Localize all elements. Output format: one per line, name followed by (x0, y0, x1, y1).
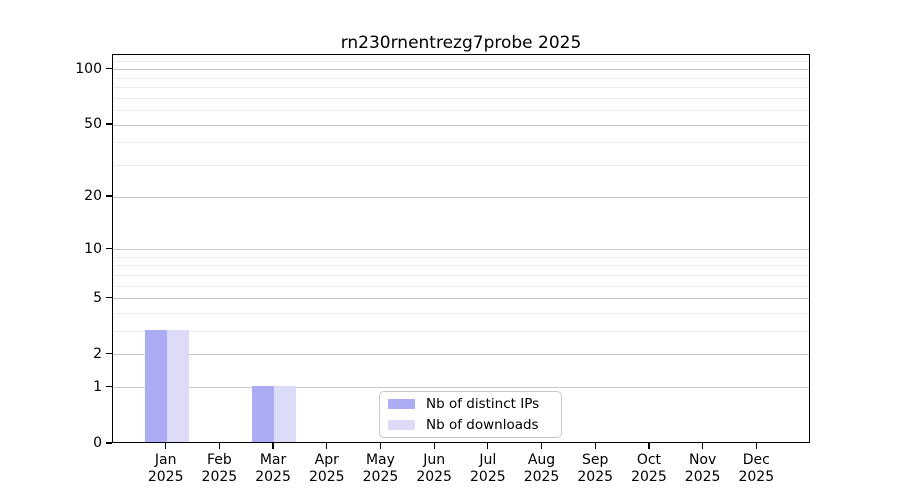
x-tick-label-9: Oct 2025 (609, 452, 689, 485)
x-tick-year-2: 2025 (255, 468, 291, 485)
x-tick-label-1: Feb 2025 (179, 452, 259, 485)
y-tick-label-0: 0 (93, 435, 102, 451)
x-tick-month-0: Jan (154, 452, 177, 468)
x-tick-year-11: 2025 (738, 468, 775, 485)
bar-distinct-ips-jan (144, 329, 167, 442)
x-tick-6 (487, 443, 489, 449)
x-tick-label-3: Apr 2025 (287, 452, 367, 485)
y-tick-label-100: 100 (75, 60, 102, 77)
x-tick-year-5: 2025 (416, 468, 452, 485)
bar-distinct-ips-mar (252, 385, 275, 442)
x-tick-8 (594, 443, 596, 449)
y-tick-label-50: 50 (84, 116, 102, 133)
x-tick-label-11: Dec 2025 (716, 452, 796, 485)
y-tick-100 (106, 68, 112, 70)
y-tick-label-1: 1 (93, 378, 102, 395)
y-tick-50 (106, 123, 112, 125)
minor-gridline-30 (113, 164, 809, 166)
x-tick-3 (326, 443, 328, 449)
legend-label-downloads: Nb of downloads (426, 417, 539, 433)
legend-swatch-downloads (388, 420, 415, 430)
x-tick-month-1: Feb (206, 452, 232, 468)
y-tick-label-10: 10 (84, 240, 102, 257)
y-tick-10 (106, 247, 112, 250)
x-tick-year-10: 2025 (684, 468, 721, 485)
minor-gridline-6 (113, 285, 809, 287)
chart-title: rn230rnentrezg7probe 2025 (340, 33, 582, 53)
minor-gridline-4 (113, 312, 809, 314)
x-tick-10 (702, 443, 704, 449)
minor-gridline-7 (113, 274, 809, 276)
x-tick-month-4: May (365, 452, 395, 468)
x-tick-month-7: Aug (527, 452, 556, 468)
major-gridline-1 (113, 387, 809, 389)
minor-gridline-90 (113, 77, 809, 79)
bar-downloads-mar (274, 385, 297, 442)
x-tick-year-0: 2025 (147, 468, 184, 485)
y-tick-2 (106, 353, 112, 355)
x-tick-month-11: Dec (742, 452, 770, 468)
x-tick-year-9: 2025 (631, 468, 667, 485)
x-tick-label-0: Jan 2025 (126, 452, 206, 485)
x-tick-2 (272, 443, 274, 449)
x-tick-month-5: Jun (423, 452, 446, 468)
x-tick-month-2: Mar (259, 452, 287, 468)
x-tick-label-4: May 2025 (340, 452, 420, 485)
x-tick-month-6: Jul (479, 452, 497, 468)
x-tick-year-6: 2025 (470, 468, 506, 485)
x-tick-label-5: Jun 2025 (394, 452, 474, 485)
x-tick-label-8: Sep 2025 (555, 452, 635, 485)
minor-gridline-110 (113, 61, 809, 63)
x-tick-year-4: 2025 (362, 468, 399, 485)
x-tick-0 (165, 443, 167, 449)
minor-gridline-8 (113, 265, 809, 267)
y-tick-0 (106, 442, 112, 444)
legend-label-distinct-ips: Nb of distinct IPs (426, 396, 540, 412)
major-gridline-5 (113, 298, 809, 300)
legend-item-distinct-ips: Nb of distinct IPs (388, 396, 561, 412)
x-tick-11 (755, 443, 757, 449)
x-tick-label-10: Nov 2025 (663, 452, 743, 485)
minor-gridline-40 (113, 142, 809, 144)
x-tick-5 (433, 443, 435, 449)
y-tick-5 (106, 297, 112, 299)
x-tick-month-3: Apr (314, 452, 339, 468)
minor-gridline-3 (113, 331, 809, 333)
x-tick-month-10: Nov (688, 452, 717, 468)
minor-gridline-60 (113, 110, 809, 112)
x-tick-month-9: Oct (636, 452, 662, 468)
minor-gridline-70 (113, 97, 809, 99)
y-tick-label-5: 5 (93, 289, 102, 306)
y-tick-20 (106, 195, 112, 197)
legend-box: Nb of distinct IPs Nb of downloads (379, 391, 562, 438)
legend-item-downloads: Nb of downloads (388, 417, 561, 433)
y-tick-label-2: 2 (93, 345, 102, 362)
x-tick-label-2: Mar 2025 (233, 452, 313, 485)
y-tick-1 (106, 386, 112, 388)
major-gridline-2 (113, 354, 809, 356)
major-gridline-10 (113, 249, 809, 250)
x-tick-month-8: Sep (582, 452, 609, 468)
legend-swatch-distinct-ips (388, 399, 415, 409)
y-tick-label-20: 20 (84, 188, 102, 205)
x-tick-year-1: 2025 (201, 468, 238, 485)
major-gridline-20 (113, 196, 809, 198)
x-tick-year-8: 2025 (577, 468, 614, 485)
x-tick-1 (218, 443, 220, 449)
x-tick-9 (648, 443, 650, 449)
x-tick-label-7: Aug 2025 (502, 452, 582, 485)
x-tick-4 (379, 443, 382, 449)
major-gridline-100 (113, 69, 809, 71)
minor-gridline-9 (113, 256, 809, 258)
x-tick-7 (540, 443, 543, 449)
x-tick-year-7: 2025 (523, 468, 560, 485)
x-tick-label-6: Jul 2025 (448, 452, 528, 485)
bar-downloads-jan (166, 329, 189, 442)
major-gridline-50 (113, 124, 809, 126)
x-tick-year-3: 2025 (308, 468, 345, 485)
minor-gridline-80 (113, 87, 809, 89)
plot-area: Nb of distinct IPs Nb of downloads (112, 54, 810, 443)
